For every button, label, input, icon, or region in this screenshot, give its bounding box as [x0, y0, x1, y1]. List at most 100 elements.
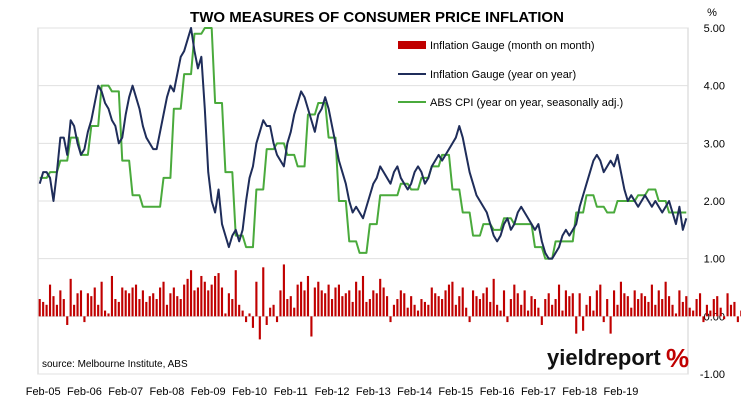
mom-bar: [719, 307, 722, 317]
mom-bar: [69, 278, 72, 317]
x-tick-label: Feb-08: [150, 386, 185, 398]
mom-bar: [86, 293, 89, 317]
mom-bar: [231, 299, 234, 317]
mom-bar: [437, 296, 440, 317]
mom-bar: [255, 281, 258, 317]
mom-bar: [592, 310, 595, 317]
mom-bar: [52, 296, 55, 317]
mom-bar: [196, 287, 199, 317]
mom-bar: [619, 281, 623, 317]
mom-bar: [303, 290, 306, 317]
mom-bar: [169, 293, 172, 317]
mom-bar: [131, 287, 134, 317]
mom-bar: [523, 290, 526, 317]
mom-bar: [695, 299, 698, 317]
mom-bar: [62, 299, 65, 317]
x-tick-label: Feb-14: [397, 386, 432, 398]
mom-bar: [578, 293, 581, 317]
mom-bar: [224, 313, 227, 317]
mom-bar: [454, 304, 457, 317]
legend-label-gauge-yoy: Inflation Gauge (year on year): [430, 69, 576, 81]
mom-bar: [193, 290, 196, 317]
mom-bar: [238, 304, 241, 317]
mom-bar: [585, 304, 588, 317]
mom-bar: [729, 304, 733, 317]
mom-bar: [685, 296, 688, 317]
mom-bar: [678, 290, 681, 317]
mom-bar: [334, 287, 337, 317]
mom-bar: [103, 310, 107, 317]
y-tick-label: 3.00: [704, 138, 725, 150]
x-axis-tick-labels: Feb-05 Feb-06 Feb-07 Feb-08 Feb-09 Feb-10 Feb-…: [26, 386, 639, 398]
mom-bar: [214, 275, 217, 317]
mom-bar: [179, 299, 182, 317]
legend: Inflation Gauge (month on month) Inflati…: [398, 40, 623, 109]
mom-bar: [527, 310, 530, 317]
mom-bar: [533, 299, 537, 317]
mom-bar: [623, 293, 626, 317]
mom-bar: [595, 290, 598, 317]
x-tick-label: Feb-13: [356, 386, 391, 398]
mom-bar: [420, 299, 423, 317]
mom-bar: [709, 310, 712, 317]
mom-bar: [83, 316, 86, 323]
mom-bar: [506, 316, 509, 323]
mom-bar: [657, 290, 660, 317]
x-tick-label: Feb-18: [562, 386, 597, 398]
mom-bar: [351, 301, 354, 317]
mom-bar: [537, 307, 540, 317]
x-tick-label: Feb-17: [521, 386, 556, 398]
chart-title: TWO MEASURES OF CONSUMER PRICE INFLATION: [190, 9, 564, 26]
mom-bar: [320, 290, 323, 317]
x-tick-label: Feb-11: [274, 386, 308, 398]
mom-bar: [616, 304, 619, 317]
mom-bar: [612, 290, 616, 317]
mom-bar: [640, 293, 643, 317]
mom-bar: [475, 296, 478, 317]
mom-bar: [330, 299, 334, 317]
mom-bar: [647, 301, 650, 317]
mom-bar: [241, 310, 244, 317]
mom-bar: [152, 293, 155, 317]
mom-bar: [661, 299, 664, 317]
mom-bar: [248, 313, 251, 317]
x-tick-label: Feb-15: [438, 386, 473, 398]
month-on-month-bars: [38, 264, 741, 340]
mom-bar: [702, 316, 705, 323]
mom-bar: [48, 284, 52, 317]
mom-bar: [217, 273, 220, 317]
mom-bar: [492, 278, 495, 317]
mom-bar: [551, 304, 554, 317]
mom-bar: [530, 296, 533, 317]
mom-bar: [234, 270, 237, 317]
mom-bar: [100, 281, 103, 317]
mom-bar: [251, 316, 255, 328]
mom-bar: [471, 290, 475, 317]
mom-bar: [55, 304, 58, 317]
mom-bar: [444, 290, 447, 317]
mom-bar: [272, 304, 275, 317]
x-tick-label: Feb-05: [26, 386, 61, 398]
mom-bar: [368, 299, 371, 317]
mom-bar: [45, 304, 48, 317]
mom-bar: [406, 307, 409, 317]
logo-text: yieldreport: [547, 345, 661, 370]
mom-bar: [736, 316, 739, 323]
mom-bar: [681, 301, 684, 317]
mom-bar: [124, 290, 127, 317]
mom-bar: [90, 296, 93, 317]
mom-bar: [692, 310, 695, 317]
mom-bar: [317, 281, 320, 317]
mom-bar: [451, 281, 454, 317]
mom-bar: [496, 304, 499, 317]
mom-bar: [296, 284, 299, 317]
mom-bar: [186, 278, 189, 317]
mom-bar: [392, 304, 396, 317]
mom-bar: [165, 304, 169, 317]
mom-bar: [705, 304, 708, 317]
mom-bar: [489, 301, 492, 317]
mom-bar: [110, 275, 114, 317]
mom-bar: [279, 290, 282, 317]
mom-bar: [128, 293, 131, 317]
mom-bar: [97, 304, 100, 317]
